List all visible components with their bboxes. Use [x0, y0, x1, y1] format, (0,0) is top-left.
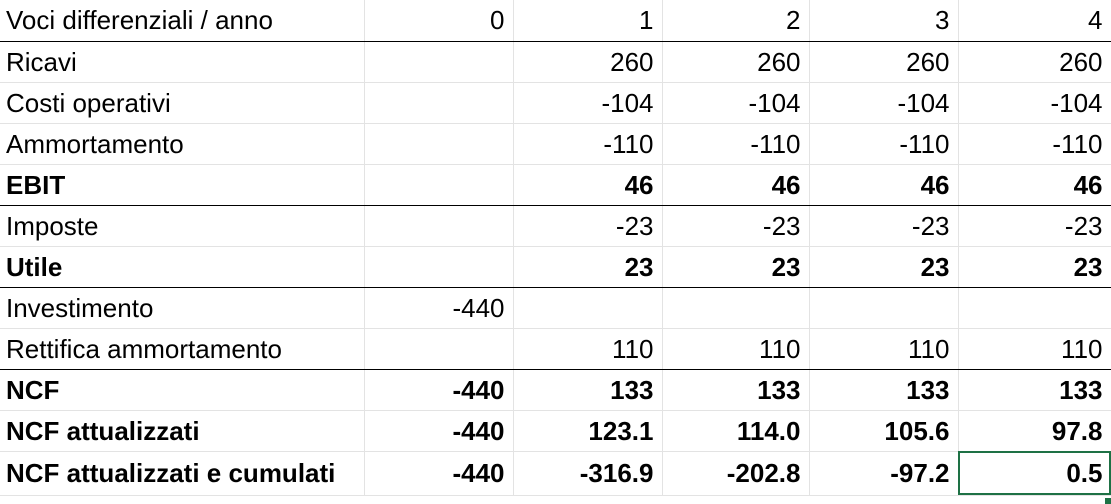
cell-year-3[interactable]: 3 — [809, 0, 959, 42]
cell-ebit-y1[interactable]: 46 — [513, 164, 663, 206]
cell-investimento-y3[interactable] — [809, 287, 959, 329]
cell-costi-y2[interactable]: -104 — [662, 82, 810, 124]
cell-investimento-y1[interactable] — [513, 287, 663, 329]
row-imposte: Imposte -23 -23 -23 -23 — [0, 205, 1111, 247]
cell-rettifica-y1[interactable]: 110 — [513, 328, 663, 370]
cell-year-1[interactable]: 1 — [513, 0, 663, 42]
row-ncf-attualizzati: NCF attualizzati -440 123.1 114.0 105.6 … — [0, 410, 1111, 452]
row-ncf-attualizzati-cumulati: NCF attualizzati e cumulati -440 -316.9 … — [0, 451, 1111, 496]
cell-ricavi-y3[interactable]: 260 — [809, 41, 959, 83]
cell-ncf-y2[interactable]: 133 — [662, 369, 810, 411]
row-label[interactable]: Rettifica ammortamento — [0, 328, 365, 370]
cell-ncf-att-y1[interactable]: 123.1 — [513, 410, 663, 452]
cell-ncf-att-y0[interactable]: -440 — [364, 410, 514, 452]
cell-costi-y4[interactable]: -104 — [958, 82, 1111, 124]
cell-ricavi-y0[interactable] — [364, 41, 514, 83]
row-utile: Utile 23 23 23 23 — [0, 246, 1111, 288]
cell-ammortamento-y3[interactable]: -110 — [809, 123, 959, 165]
row-label[interactable]: Ricavi — [0, 41, 365, 83]
row-label[interactable]: Ammortamento — [0, 123, 365, 165]
cell-ammortamento-y1[interactable]: -110 — [513, 123, 663, 165]
cell-ncf-y3[interactable]: 133 — [809, 369, 959, 411]
cell-ncf-cum-y1[interactable]: -316.9 — [513, 451, 663, 496]
cell-ricavi-y1[interactable]: 260 — [513, 41, 663, 83]
row-label[interactable]: Investimento — [0, 287, 365, 329]
cell-imposte-y2[interactable]: -23 — [662, 205, 810, 247]
cell-utile-y4[interactable]: 23 — [958, 246, 1111, 288]
row-label[interactable]: Costi operativi — [0, 82, 365, 124]
cell-year-2[interactable]: 2 — [662, 0, 810, 42]
cell-rettifica-y0[interactable] — [364, 328, 514, 370]
cell-ebit-y3[interactable]: 46 — [809, 164, 959, 206]
row-label[interactable]: NCF attualizzati — [0, 410, 365, 452]
cell-ncf-cum-y4-selected[interactable]: 0.5 — [958, 451, 1111, 496]
cell-utile-y3[interactable]: 23 — [809, 246, 959, 288]
cell-costi-y0[interactable] — [364, 82, 514, 124]
cell-investimento-y2[interactable] — [662, 287, 810, 329]
cell-costi-y1[interactable]: -104 — [513, 82, 663, 124]
row-label[interactable]: Imposte — [0, 205, 365, 247]
cell-ncf-y1[interactable]: 133 — [513, 369, 663, 411]
cell-ncf-att-y2[interactable]: 114.0 — [662, 410, 810, 452]
cell-header-label[interactable]: Voci differenziali / anno — [0, 0, 365, 42]
row-investimento: Investimento -440 — [0, 287, 1111, 329]
cell-ncf-y0[interactable]: -440 — [364, 369, 514, 411]
row-label[interactable]: NCF — [0, 369, 365, 411]
cell-year-0[interactable]: 0 — [364, 0, 514, 42]
cell-ricavi-y4[interactable]: 260 — [958, 41, 1111, 83]
cell-rettifica-y2[interactable]: 110 — [662, 328, 810, 370]
cell-investimento-y0[interactable]: -440 — [364, 287, 514, 329]
cell-investimento-y4[interactable] — [958, 287, 1111, 329]
cell-utile-y0[interactable] — [364, 246, 514, 288]
cell-ricavi-y2[interactable]: 260 — [662, 41, 810, 83]
row-label[interactable]: Utile — [0, 246, 365, 288]
row-label[interactable]: NCF attualizzati e cumulati — [0, 451, 365, 496]
cell-imposte-y0[interactable] — [364, 205, 514, 247]
row-ammortamento: Ammortamento -110 -110 -110 -110 — [0, 123, 1111, 165]
cell-imposte-y4[interactable]: -23 — [958, 205, 1111, 247]
row-ricavi: Ricavi 260 260 260 260 — [0, 41, 1111, 83]
cell-imposte-y3[interactable]: -23 — [809, 205, 959, 247]
row-costi-operativi: Costi operativi -104 -104 -104 -104 — [0, 82, 1111, 124]
row-ncf: NCF -440 133 133 133 133 — [0, 369, 1111, 411]
cell-ammortamento-y2[interactable]: -110 — [662, 123, 810, 165]
row-label[interactable]: EBIT — [0, 164, 365, 206]
cell-ncf-att-y4[interactable]: 97.8 — [958, 410, 1111, 452]
cell-ncf-cum-y2[interactable]: -202.8 — [662, 451, 810, 496]
cell-rettifica-y3[interactable]: 110 — [809, 328, 959, 370]
cell-ncf-att-y3[interactable]: 105.6 — [809, 410, 959, 452]
cell-ncf-cum-y0[interactable]: -440 — [364, 451, 514, 496]
selection-fill-handle[interactable] — [1105, 498, 1111, 504]
cell-costi-y3[interactable]: -104 — [809, 82, 959, 124]
header-row: Voci differenziali / anno 0 1 2 3 4 — [0, 0, 1111, 42]
cell-ammortamento-y4[interactable]: -110 — [958, 123, 1111, 165]
cell-utile-y1[interactable]: 23 — [513, 246, 663, 288]
cell-utile-y2[interactable]: 23 — [662, 246, 810, 288]
cell-ebit-y0[interactable] — [364, 164, 514, 206]
row-ebit: EBIT 46 46 46 46 — [0, 164, 1111, 206]
cell-ammortamento-y0[interactable] — [364, 123, 514, 165]
cell-rettifica-y4[interactable]: 110 — [958, 328, 1111, 370]
cell-year-4[interactable]: 4 — [958, 0, 1111, 42]
row-rettifica-ammortamento: Rettifica ammortamento 110 110 110 110 — [0, 328, 1111, 370]
cell-ncf-y4[interactable]: 133 — [958, 369, 1111, 411]
cell-ebit-y2[interactable]: 46 — [662, 164, 810, 206]
cell-ncf-cum-y3[interactable]: -97.2 — [809, 451, 959, 496]
cell-imposte-y1[interactable]: -23 — [513, 205, 663, 247]
cell-ebit-y4[interactable]: 46 — [958, 164, 1111, 206]
